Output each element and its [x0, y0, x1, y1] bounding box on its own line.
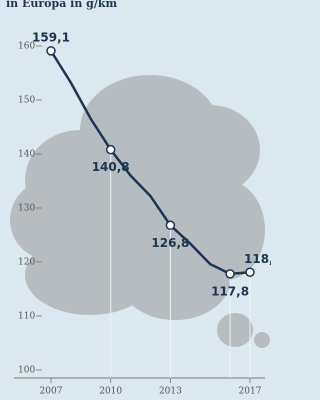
chart: in Europa in g/km 1001101201301401501602…: [0, 0, 271, 400]
value-label: 159,1: [32, 30, 70, 44]
point-marker: [246, 268, 254, 276]
point-marker: [166, 221, 174, 229]
chart-title: in Europa in g/km: [6, 0, 118, 10]
x-tick-label: 2010: [99, 387, 122, 397]
y-tick-label: 130: [18, 204, 35, 214]
y-tick-label: 100: [18, 366, 35, 376]
x-tick-label: 2007: [40, 387, 63, 397]
value-label: 118,1: [244, 252, 271, 266]
y-tick-label: 140: [18, 150, 35, 160]
value-label: 126,8: [151, 236, 189, 250]
y-tick-label: 120: [18, 258, 35, 268]
value-label: 140,8: [92, 160, 130, 174]
point-marker: [226, 270, 234, 278]
x-tick-label: 2013: [159, 387, 182, 397]
point-marker: [107, 146, 115, 154]
y-tick-label: 150: [18, 96, 35, 106]
point-marker: [47, 47, 55, 55]
cloud-decoration: [10, 75, 270, 348]
y-tick-label: 110: [18, 312, 35, 322]
value-label: 117,8: [211, 284, 249, 298]
x-tick-label: 2017: [239, 387, 262, 397]
